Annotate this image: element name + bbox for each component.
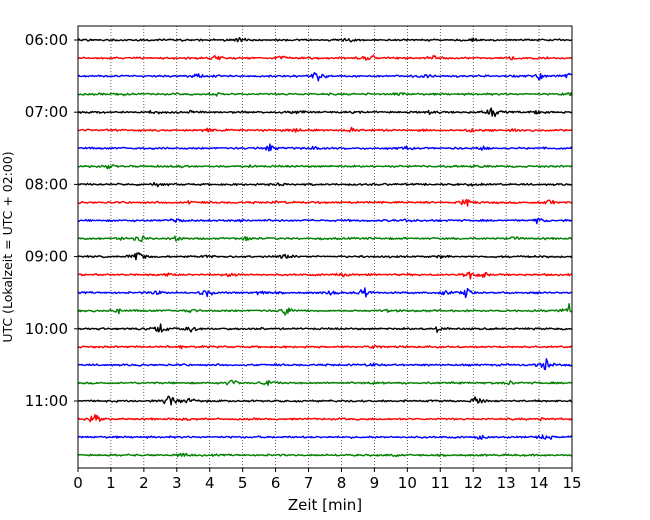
x-tick-label: 13 (497, 474, 516, 492)
x-tick-label: 5 (238, 474, 248, 492)
trace-line (77, 452, 573, 458)
trace-line (77, 379, 573, 386)
x-tick-label: 14 (530, 474, 549, 492)
trace-line (77, 143, 573, 152)
trace-line (77, 287, 573, 299)
y-tick-label: 10:00 (25, 320, 68, 338)
y-tick-label: 06:00 (25, 31, 68, 49)
trace-line (77, 235, 573, 243)
trace-line (77, 252, 573, 261)
x-tick-label: 11 (431, 474, 450, 492)
trace-line (77, 414, 573, 423)
x-tick-label: 4 (205, 474, 215, 492)
trace-line (77, 217, 573, 225)
seismic-traces (77, 36, 573, 458)
x-tick-label: 10 (398, 474, 417, 492)
trace-line (77, 36, 573, 43)
x-tick-label: 8 (337, 474, 347, 492)
x-axis-ticks: 0 1 2 3 4 5 6 7 8 9 10 11 12 13 14 15 (73, 468, 582, 492)
x-axis-label: Zeit [min] (288, 496, 362, 514)
y-tick-label: 09:00 (25, 248, 68, 266)
trace-line (77, 271, 573, 280)
trace-line (77, 91, 573, 97)
trace-line (77, 54, 573, 61)
y-axis-label: UTC (Lokalzeit = UTC + 02:00) (0, 151, 15, 342)
trace-line (77, 395, 573, 406)
trace-line (77, 434, 573, 440)
x-tick-label: 1 (106, 474, 116, 492)
y-tick-label: 07:00 (25, 103, 68, 121)
x-tick-label: 6 (271, 474, 281, 492)
trace-line (77, 164, 573, 170)
trace-line (77, 198, 573, 207)
trace-line (77, 126, 573, 133)
x-tick-label: 3 (172, 474, 182, 492)
x-tick-label: 7 (304, 474, 314, 492)
y-tick-label: 11:00 (25, 392, 68, 410)
trace-line (77, 71, 573, 82)
y-axis-ticks: 06:00 07:00 08:00 09:00 10:00 11:00 (25, 31, 78, 410)
x-tick-label: 2 (139, 474, 149, 492)
trace-line (77, 358, 573, 371)
x-tick-label: 0 (73, 474, 83, 492)
trace-line (77, 344, 573, 350)
trace-line (77, 181, 573, 188)
trace-line (77, 323, 573, 333)
y-tick-label: 08:00 (25, 175, 68, 193)
x-tick-label: 9 (370, 474, 380, 492)
x-tick-label: 15 (562, 474, 581, 492)
trace-line (77, 107, 573, 118)
trace-line (77, 303, 573, 316)
plot-frame (77, 25, 573, 469)
x-tick-label: 12 (464, 474, 483, 492)
